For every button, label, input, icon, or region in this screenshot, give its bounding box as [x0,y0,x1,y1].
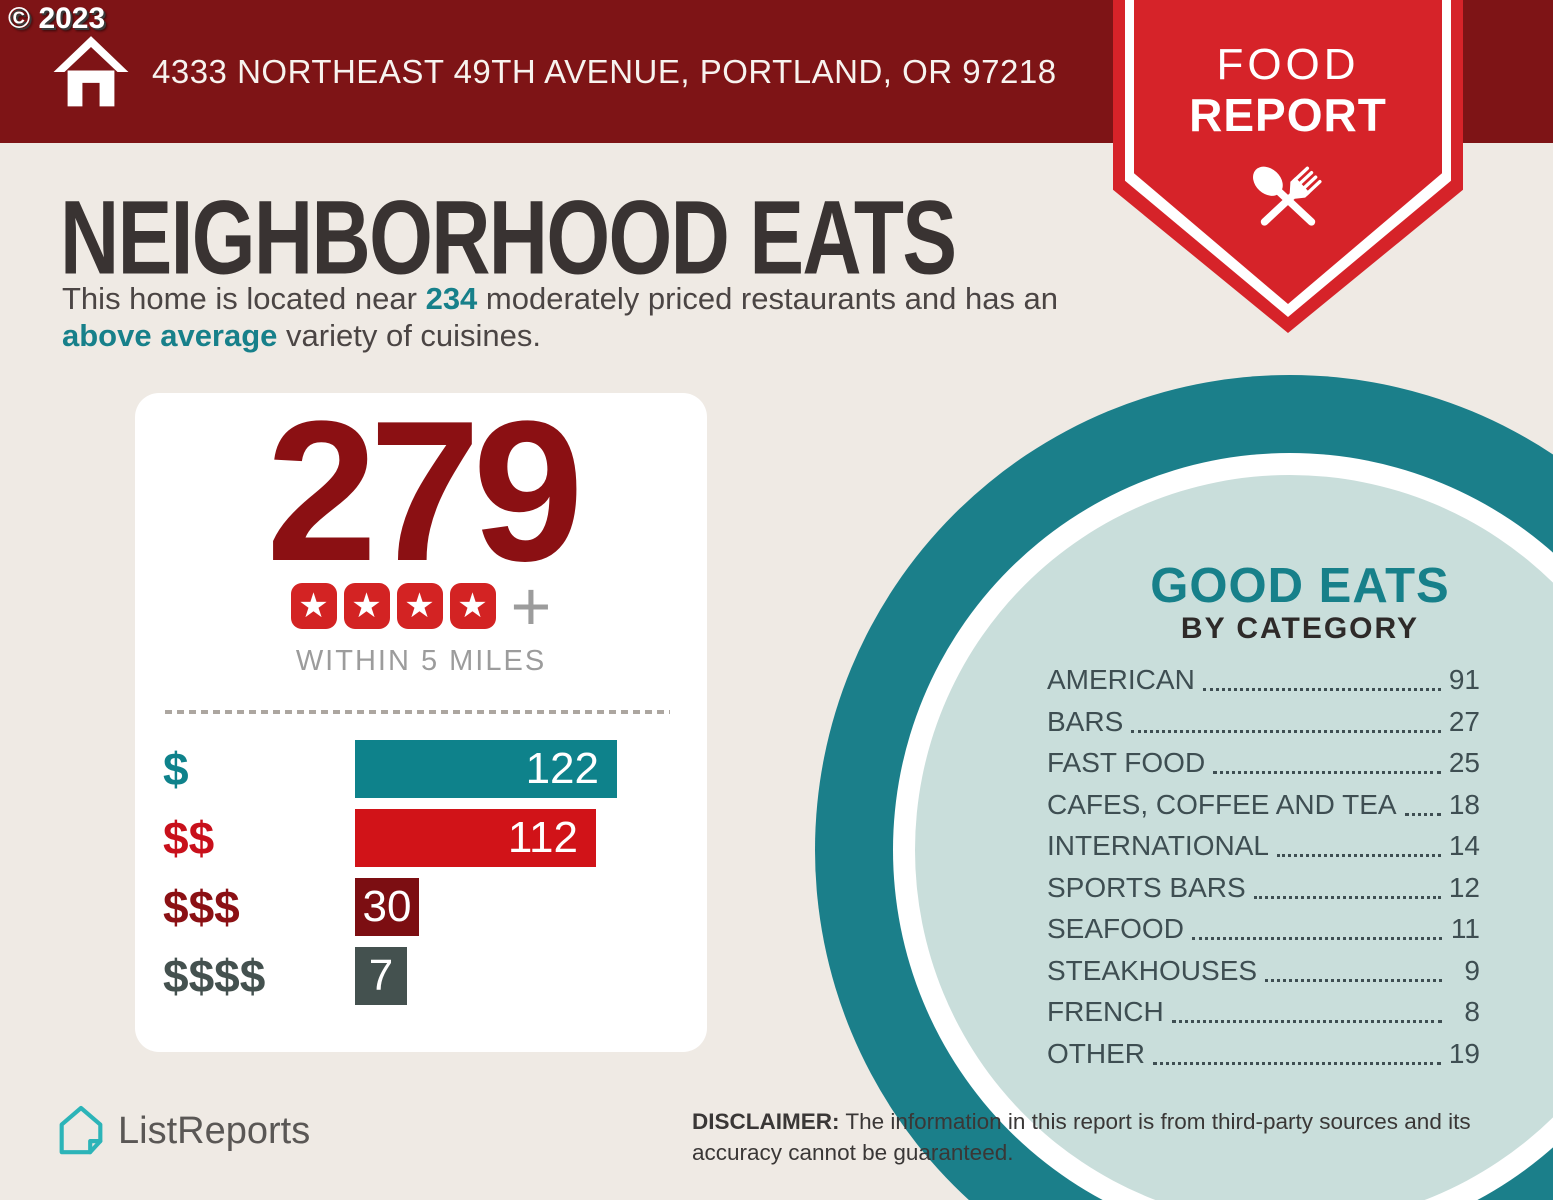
category-label: AMERICAN [1047,664,1195,695]
star-icon: ★ [396,583,443,629]
intro-text: This home is located near 234 moderately… [62,280,1092,354]
category-row: INTERNATIONAL 14 [1047,830,1480,862]
category-value: 11 [1450,913,1480,944]
price-bar-row: $122 [135,740,707,798]
category-value: 12 [1448,871,1480,903]
price-level-label: $$ [163,812,215,864]
price-bar-value: 122 [525,744,599,793]
dashed-divider [165,710,670,714]
star-icon: ★ [343,583,390,629]
category-label: BARS [1047,705,1124,737]
disclaimer: DISCLAIMER: The information in this repo… [692,1106,1482,1168]
price-level-label: $$$ [163,881,240,933]
dotted-leader [1202,688,1441,691]
category-row: FAST FOOD 25 [1047,747,1480,779]
disclaimer-label: DISCLAIMER: [692,1109,840,1134]
listreports-logo: ListReports [58,1105,310,1157]
badge-title-line2: REPORT [1189,89,1387,141]
disclaimer-text: The information in this report is from t… [692,1109,1471,1165]
category-label: OTHER [1047,1037,1145,1069]
category-list: AMERICAN 91 BARS 27 FAST FOOD 25 CAFES, COFFEE… [1047,664,1480,1083]
category-row: STEAKHOUSES 9 [1047,955,1480,987]
dotted-leader [1153,1061,1441,1065]
intro-part1: This home is located near [62,281,426,316]
category-value: 9 [1464,954,1480,986]
category-value: 27 [1448,705,1480,737]
good-eats-subtitle: BY CATEGORY [1180,612,1420,645]
category-label: SEAFOOD [1047,913,1184,944]
category-row: FRENCH 8 [1047,996,1480,1028]
price-level-label: $$$$ [163,950,266,1002]
food-report-badge: FOOD REPORT [1113,0,1463,333]
dotted-leader [1171,1020,1442,1023]
price-bar-row: $$$ 30 [135,878,707,936]
brand-name: ListReports [118,1109,311,1152]
category-label: SPORTS BARS [1047,871,1246,903]
category-row: OTHER 19 [1047,1038,1480,1070]
category-label: STEAKHOUSES [1047,954,1258,986]
price-bar-value: 112 [507,813,578,862]
price-level-label: $ [163,743,189,795]
spoon-fork-icon [1253,166,1322,226]
category-row: AMERICAN 91 [1047,664,1480,696]
price-bar: 7 [355,947,407,1005]
price-bar: 112 [355,809,596,867]
category-label: INTERNATIONAL [1047,830,1269,861]
price-bar-value: 7 [368,951,394,1000]
category-label: FRENCH [1047,996,1164,1027]
page-title: NEIGHBORHOOD EATS [60,179,957,297]
restaurant-stat-card: 279 ★ ★ ★ ★ + WITHIN 5 MILES $122 $$ 112 $$$ 30 $… [135,380,707,1052]
radius-label: WITHIN 5 MILES [295,645,547,677]
home-icon [53,35,129,106]
price-bar-row: $$$$ 7 [135,947,707,1005]
price-bar-row: $$ 112 [135,809,707,867]
star-icon: ★ [290,583,337,629]
dotted-leader [1131,729,1441,733]
category-row: BARS 27 [1047,706,1480,738]
listreports-house-icon [59,1105,103,1155]
good-eats-title: GOOD EATS [1150,559,1450,613]
plus-sign: + [510,567,552,645]
category-value: 18 [1448,788,1480,820]
intro-part3: variety of cuisines. [277,318,542,353]
intro-part2: moderately priced restaurants and has an [477,281,1059,316]
category-value: 25 [1448,747,1480,778]
category-label: FAST FOOD [1047,747,1206,778]
dotted-leader [1213,771,1441,774]
dotted-leader [1276,854,1441,857]
dotted-leader [1265,978,1442,982]
price-bar: 122 [355,740,617,798]
copyright-notice: © 2023 [8,2,106,35]
category-value: 91 [1448,664,1480,695]
star-icon: ★ [449,583,496,629]
dotted-leader [1404,812,1441,816]
category-value: 14 [1448,830,1480,861]
star-rating: ★ ★ ★ ★ + [135,567,707,645]
good-eats-circle-fill [915,475,1553,1200]
category-value: 19 [1448,1037,1480,1069]
property-address: 4333 NORTHEAST 49TH AVENUE, PORTLAND, OR… [152,52,1057,90]
price-bar-value: 30 [362,882,412,931]
price-bar: 30 [355,878,419,936]
variety-highlight: above average [62,318,278,353]
dotted-leader [1191,937,1442,940]
badge-title-line1: FOOD [1216,40,1360,89]
category-row: CAFES, COFFEE AND TEA 18 [1047,789,1480,821]
total-restaurant-count: 279 [266,380,584,603]
dotted-leader [1253,895,1441,899]
restaurant-count-highlight: 234 [425,281,478,316]
category-label: CAFES, COFFEE AND TEA [1047,788,1397,820]
category-value: 8 [1464,996,1480,1027]
category-row: SEAFOOD 11 [1047,913,1480,945]
price-bar-chart: $122 $$ 112 $$$ 30 $$$$ 7 [135,740,707,1016]
category-row: SPORTS BARS 12 [1047,872,1480,904]
